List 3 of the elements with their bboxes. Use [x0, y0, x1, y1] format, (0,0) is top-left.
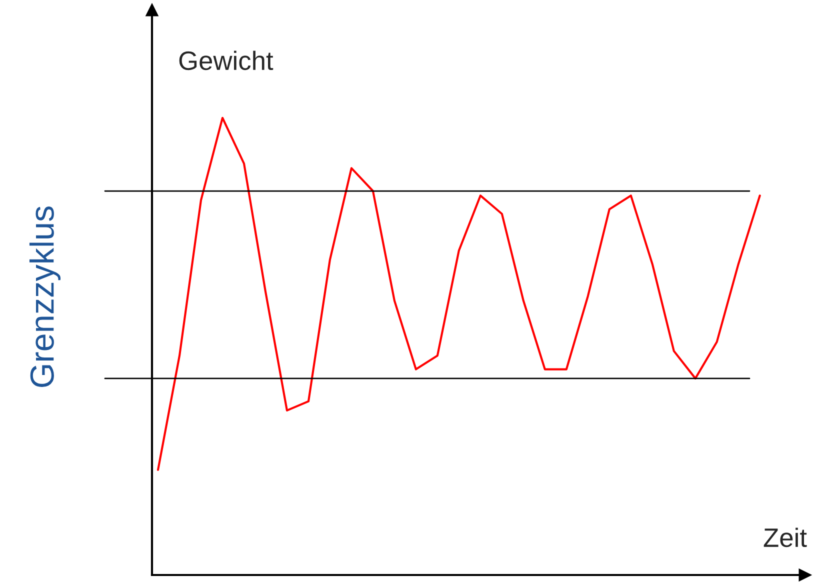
x-axis-title: Zeit: [764, 528, 807, 548]
y-axis-title: Gewicht: [179, 50, 274, 70]
text: Grenzzyklus: [29, 206, 61, 388]
